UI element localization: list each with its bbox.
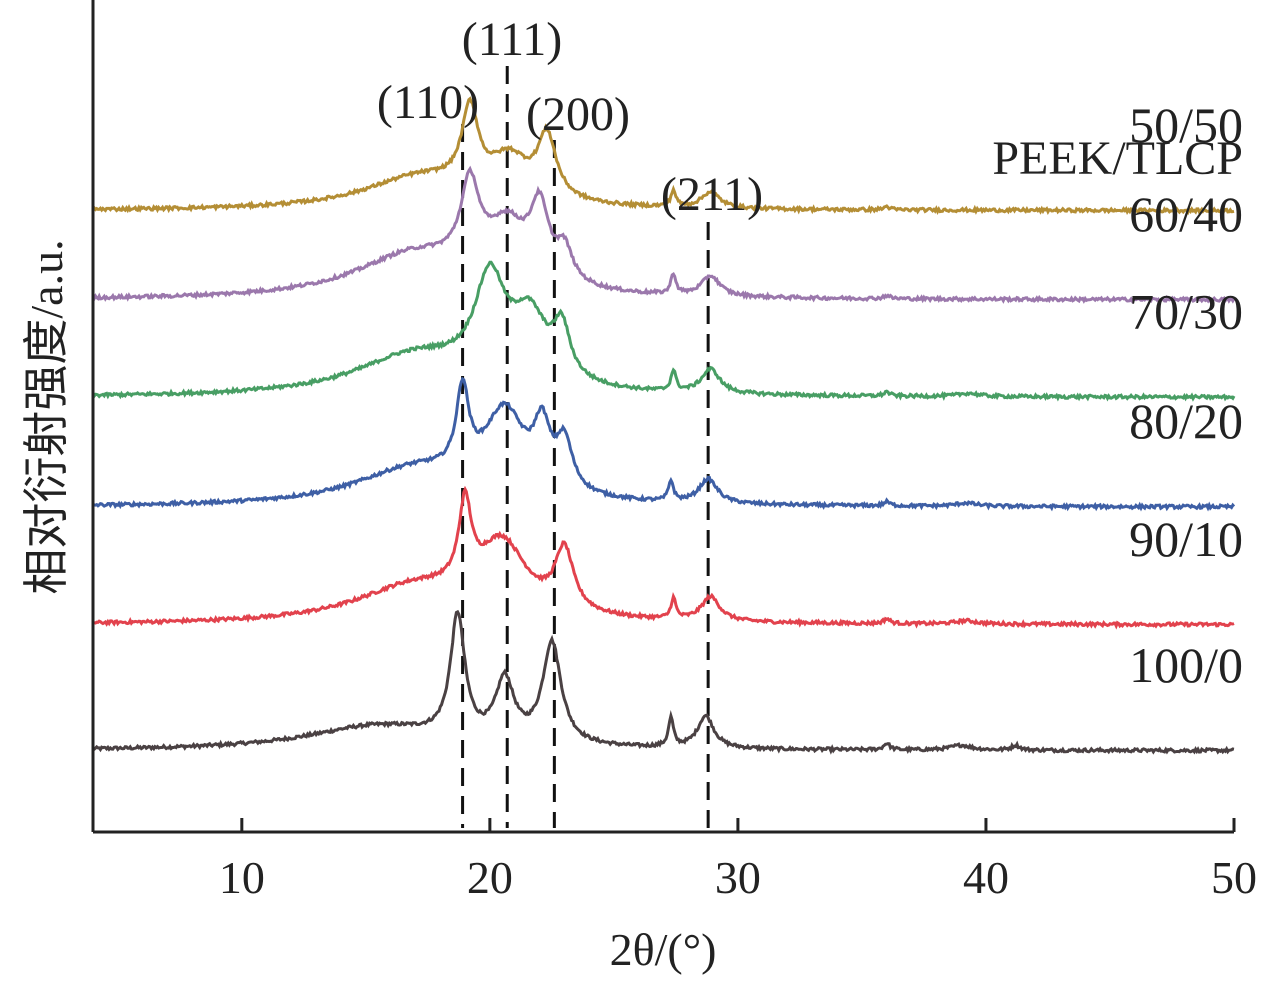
- x-tick-label: 30: [715, 852, 761, 903]
- series-label: 100/0: [1129, 637, 1243, 693]
- series-labels: 100/0 90/10 80/20 70/30 60/40 50/50: [1129, 97, 1243, 693]
- x-tick-label: 10: [219, 852, 265, 903]
- series-line-1: [92, 485, 1235, 630]
- series-label: 50/50: [1129, 97, 1243, 153]
- x-tick-label: 40: [963, 852, 1009, 903]
- legend-title: PEEK/TLCP: [992, 132, 1243, 185]
- series-curves: [91, 96, 1236, 755]
- peak-label: (211): [661, 168, 763, 221]
- series-line-5: [91, 96, 1235, 216]
- x-axis-title: 2θ/(°): [610, 924, 717, 975]
- series-line-4: [91, 165, 1236, 305]
- x-ticks: 10 20 30 40 50: [219, 818, 1257, 903]
- series-line-3: [91, 260, 1236, 402]
- peak-label: (111): [462, 13, 562, 66]
- series-line-0: [91, 609, 1235, 755]
- x-tick-label: 20: [467, 852, 513, 903]
- series-label: 90/10: [1129, 511, 1243, 567]
- reference-lines: [461, 66, 710, 828]
- peak-label: (200): [526, 88, 630, 141]
- series-label: 80/20: [1129, 393, 1243, 449]
- y-axis-title: 相对衍射强度/a.u.: [21, 239, 72, 594]
- series-label: 60/40: [1129, 186, 1243, 242]
- series-label: 70/30: [1129, 284, 1243, 340]
- x-tick-label: 50: [1211, 852, 1257, 903]
- axes: [91, 0, 1234, 834]
- peak-label: (110): [377, 76, 479, 129]
- peak-labels: (110) (111) (200) (211): [377, 13, 763, 221]
- series-line-2: [91, 376, 1236, 512]
